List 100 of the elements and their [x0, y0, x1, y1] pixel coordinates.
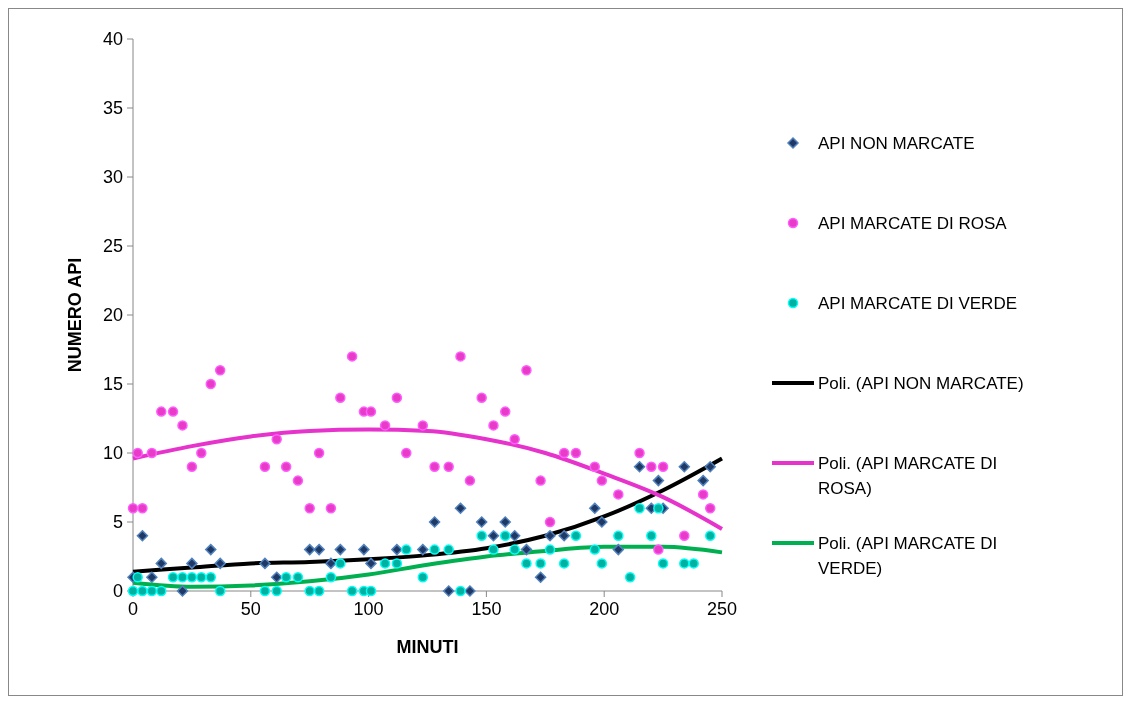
- point: [186, 557, 198, 570]
- point: [177, 571, 188, 583]
- legend-label: API NON MARCATE: [818, 133, 975, 153]
- point: [214, 557, 226, 570]
- point: [429, 544, 440, 555]
- point: [137, 585, 148, 597]
- point: [535, 558, 546, 569]
- point: [558, 558, 570, 569]
- point: [612, 543, 625, 556]
- point: [177, 420, 188, 431]
- point: [365, 585, 377, 597]
- point: [259, 461, 271, 473]
- point: [271, 585, 282, 597]
- y-tick-label: 15: [102, 374, 123, 395]
- point: [634, 447, 645, 459]
- point: [487, 530, 500, 542]
- point: [679, 558, 690, 569]
- point: [167, 406, 179, 417]
- point: [521, 558, 532, 569]
- point: [657, 461, 669, 473]
- point: [196, 447, 207, 459]
- point: [544, 530, 556, 542]
- point: [520, 543, 533, 556]
- point: [488, 544, 499, 555]
- point: [596, 475, 608, 486]
- point: [678, 461, 691, 473]
- point: [688, 558, 699, 569]
- point: [544, 544, 556, 555]
- point: [509, 433, 520, 445]
- point: [365, 557, 377, 570]
- point: [270, 571, 283, 583]
- point: [167, 571, 179, 583]
- point: [280, 461, 292, 473]
- point: [417, 420, 429, 431]
- point: [570, 530, 582, 542]
- x-tick-label: 0: [127, 599, 139, 619]
- point: [417, 571, 429, 583]
- point: [570, 447, 582, 459]
- y-tick-label: 10: [102, 443, 123, 464]
- point: [137, 502, 148, 514]
- y-tick-label: 20: [102, 305, 123, 326]
- point: [304, 502, 315, 514]
- point: [156, 406, 167, 417]
- point: [679, 530, 690, 542]
- x-tick-label: 250: [706, 599, 738, 619]
- point: [535, 475, 546, 486]
- point: [176, 585, 189, 597]
- point: [455, 585, 466, 597]
- point: [292, 475, 304, 486]
- point: [464, 585, 476, 597]
- point: [613, 489, 624, 500]
- y-tick-label: 30: [102, 167, 123, 188]
- point: [401, 544, 412, 555]
- point: [325, 502, 337, 514]
- legend-label: Poli. (API MARCATE DI VERDE): [818, 533, 998, 578]
- point: [186, 571, 198, 583]
- point: [271, 433, 282, 445]
- point: [205, 571, 216, 583]
- legend-label: API MARCATE DI VERDE: [818, 293, 1017, 313]
- point: [521, 364, 532, 376]
- point: [697, 489, 709, 500]
- point: [443, 461, 454, 473]
- point: [358, 543, 370, 556]
- x-tick-label: 100: [353, 599, 384, 619]
- point: [499, 516, 511, 528]
- point: [464, 475, 476, 486]
- point: [334, 543, 347, 556]
- point: [292, 571, 304, 583]
- y-tick-label: 35: [102, 98, 123, 119]
- point: [652, 474, 665, 487]
- point: [391, 392, 403, 404]
- point: [509, 544, 520, 555]
- point: [646, 461, 657, 473]
- point: [205, 378, 216, 390]
- point: [417, 543, 429, 556]
- point: [214, 585, 226, 597]
- point: [155, 557, 168, 570]
- point: [325, 571, 337, 583]
- point: [500, 530, 511, 542]
- point: [303, 543, 316, 556]
- point: [335, 558, 346, 569]
- point: [589, 502, 601, 514]
- point: [186, 461, 198, 473]
- point: [325, 557, 337, 570]
- point: [214, 364, 226, 376]
- point: [653, 502, 664, 514]
- point: [476, 530, 487, 542]
- point: [454, 502, 467, 514]
- point: [313, 447, 325, 459]
- point: [596, 516, 608, 528]
- point: [558, 530, 570, 542]
- point: [304, 585, 315, 597]
- y-tick-label: 5: [112, 512, 123, 533]
- point: [346, 585, 358, 597]
- point: [379, 420, 391, 431]
- point: [379, 558, 391, 569]
- point: [697, 474, 709, 487]
- y-tick-label: 40: [102, 29, 123, 50]
- point: [544, 516, 556, 528]
- point: [365, 406, 377, 417]
